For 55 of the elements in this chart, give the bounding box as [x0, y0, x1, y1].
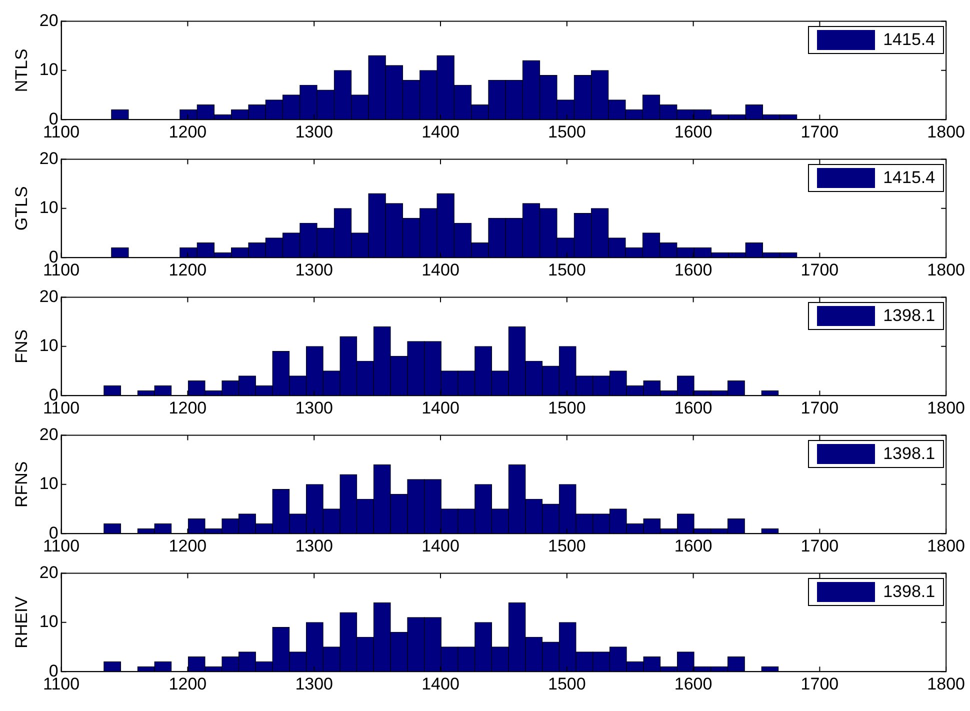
x-tick-label: 1700	[800, 398, 839, 418]
x-tick-label: 1200	[168, 260, 207, 280]
x-tick-label: 1500	[548, 122, 586, 142]
y-tick-label: 10	[39, 336, 58, 356]
x-tick-label: 1300	[295, 674, 334, 694]
legend-label: 1398.1	[883, 444, 936, 464]
x-tick-label: 1400	[422, 674, 460, 694]
x-tick-label: 1400	[422, 122, 460, 142]
y-axis-title: FNS	[12, 329, 31, 364]
x-tick-label: 1300	[295, 122, 334, 142]
x-tick-label: 1400	[422, 260, 460, 280]
x-tick-label: 1600	[674, 122, 712, 142]
y-tick-label: 20	[39, 286, 58, 306]
x-tick-label: 1600	[674, 536, 712, 556]
y-tick-label: 10	[39, 60, 58, 80]
x-tick-label: 1300	[295, 536, 334, 556]
legend-label: 1398.1	[883, 582, 936, 602]
x-tick-label: 1700	[800, 536, 839, 556]
legend-label: 1415.4	[883, 30, 936, 50]
x-tick-label: 1300	[295, 260, 334, 280]
x-tick-label: 1200	[168, 536, 207, 556]
y-tick-label: 20	[39, 562, 58, 582]
x-tick-label: 1800	[927, 536, 966, 556]
y-tick-label: 20	[39, 148, 58, 168]
y-axis-title: RHEIV	[12, 596, 31, 648]
x-tick-label: 1500	[548, 260, 586, 280]
x-tick-label: 1800	[927, 260, 966, 280]
y-tick-label: 20	[39, 10, 58, 30]
x-tick-label: 1500	[548, 536, 586, 556]
y-axis-title: GTLS	[12, 186, 31, 231]
y-tick-label: 10	[39, 474, 58, 494]
x-tick-label: 1600	[674, 260, 712, 280]
x-tick-label: 1700	[800, 122, 839, 142]
legend-label: 1398.1	[883, 306, 936, 326]
x-tick-label: 1400	[422, 536, 460, 556]
y-tick-label: 10	[39, 612, 58, 632]
x-tick-label: 1800	[927, 398, 966, 418]
x-tick-label: 1700	[800, 260, 839, 280]
x-tick-label: 1600	[674, 674, 712, 694]
x-tick-label: 1300	[295, 398, 334, 418]
y-axis-title: NTLS	[12, 48, 31, 92]
y-tick-label: 20	[39, 424, 58, 444]
x-tick-label: 1700	[800, 674, 839, 694]
x-tick-label: 1400	[422, 398, 460, 418]
legend-label: 1415.4	[883, 168, 936, 188]
y-tick-label: 10	[39, 198, 58, 218]
x-tick-label: 1500	[548, 398, 586, 418]
x-tick-label: 1800	[927, 674, 966, 694]
x-tick-label: 1200	[168, 122, 207, 142]
x-tick-label: 1200	[168, 674, 207, 694]
x-tick-label: 1500	[548, 674, 586, 694]
x-tick-label: 1200	[168, 398, 207, 418]
y-axis-title: RFNS	[12, 461, 31, 508]
x-tick-label: 1800	[927, 122, 966, 142]
x-tick-label: 1600	[674, 398, 712, 418]
